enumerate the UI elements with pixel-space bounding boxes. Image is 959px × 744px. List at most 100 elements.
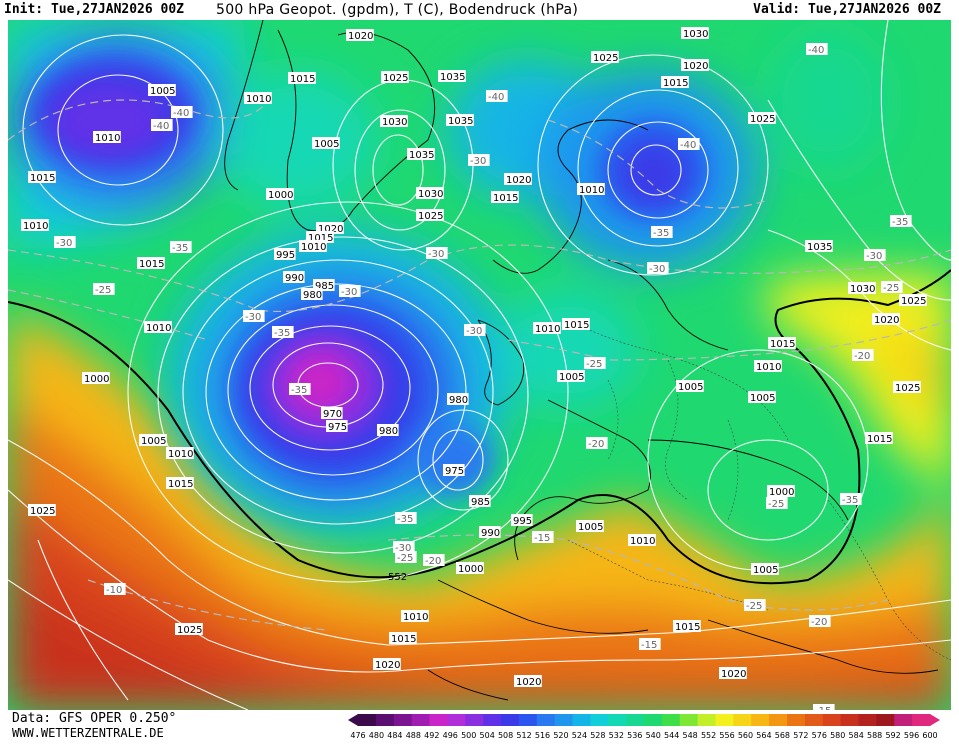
pressure-label-text: 1010 bbox=[756, 362, 781, 373]
pressure-label: 1025 bbox=[416, 209, 444, 222]
temperature-label-bg bbox=[54, 236, 76, 248]
pressure-label: 1005 bbox=[148, 84, 176, 97]
pressure-label: 1015 bbox=[137, 257, 165, 270]
pressure-label-bg bbox=[673, 620, 701, 632]
temperature-label-bg bbox=[840, 493, 862, 505]
pressure-label: 1025 bbox=[748, 112, 776, 125]
temperature-label: -35 bbox=[272, 326, 294, 339]
pressure-label-text: 1005 bbox=[141, 436, 166, 447]
temperature-label-bg bbox=[423, 554, 445, 566]
pressure-label: 1015 bbox=[768, 337, 796, 350]
temperature-label-bg bbox=[647, 262, 669, 274]
pressure-label: 1005 bbox=[312, 137, 340, 150]
pressure-label-text: 1000 bbox=[268, 190, 293, 201]
pressure-label: 1015 bbox=[865, 432, 893, 445]
pressure-label-text: 995 bbox=[276, 250, 295, 261]
pressure-label-bg bbox=[533, 322, 561, 334]
pressure-label-bg bbox=[301, 288, 323, 300]
temperature-label: -35 bbox=[289, 383, 311, 396]
legend-arrow-right bbox=[930, 714, 940, 726]
temperature-label-bg bbox=[813, 704, 835, 710]
legend-tick-label: 576 bbox=[812, 731, 827, 740]
temperature-label-text: -25 bbox=[95, 285, 111, 296]
pressure-label-bg bbox=[321, 407, 343, 419]
pressure-label-bg bbox=[144, 321, 172, 333]
pressure-label-text: 1035 bbox=[409, 150, 434, 161]
temperature-label-bg bbox=[464, 324, 486, 336]
pressure-label-text: 1010 bbox=[95, 133, 120, 144]
pressure-label-text: 985 bbox=[315, 281, 334, 292]
legend-swatch bbox=[518, 714, 538, 726]
temperature-label: -30 bbox=[426, 247, 448, 260]
legend-swatch bbox=[465, 714, 484, 726]
pressure-label-text: 1000 bbox=[458, 564, 483, 575]
legend-swatch bbox=[661, 714, 681, 726]
legend-swatch bbox=[358, 714, 377, 726]
temperature-label: -15 bbox=[532, 531, 554, 544]
pressure-label-bg bbox=[175, 623, 203, 635]
pressure-label-text: 1015 bbox=[290, 74, 315, 85]
pressure-label-text: 1015 bbox=[168, 479, 193, 490]
pressure-label-bg bbox=[577, 183, 605, 195]
legend-tick-label: 528 bbox=[590, 731, 605, 740]
pressure-label-text: 1020 bbox=[874, 315, 899, 326]
pressure-label: 1035 bbox=[407, 148, 435, 161]
legend-swatch bbox=[429, 714, 448, 726]
weather-map[interactable]: 1020 1030 1025 1020 1015 1025 1035 1005 1015 1010… bbox=[8, 20, 951, 710]
pressure-label-text: 1030 bbox=[382, 117, 407, 128]
temperature-label-bg bbox=[651, 226, 673, 238]
pressure-label: 990 bbox=[479, 526, 501, 539]
data-source: Data: GFS OPER 0.250° bbox=[12, 711, 177, 726]
temperature-label-text: -35 bbox=[653, 228, 669, 239]
pressure-label: 1030 bbox=[681, 27, 709, 40]
pressure-label: 1015 bbox=[661, 76, 689, 89]
pressure-label-bg bbox=[748, 112, 776, 124]
temperature-label: -15 bbox=[639, 638, 661, 651]
pressure-label-bg bbox=[719, 667, 747, 679]
pressure-label: 1000 bbox=[456, 562, 484, 575]
temperature-label-text: -30 bbox=[649, 264, 665, 275]
temperature-label: -30 bbox=[54, 236, 76, 249]
pressure-label: 975 bbox=[326, 420, 348, 433]
temperature-label-text: -25 bbox=[768, 499, 784, 510]
temperature-label-text: -25 bbox=[586, 359, 602, 370]
pressure-label: 1030 bbox=[380, 115, 408, 128]
temperature-label-text: -35 bbox=[172, 243, 188, 254]
pressure-label-text: 1015 bbox=[308, 233, 333, 244]
pressure-label-text: 1020 bbox=[348, 31, 373, 42]
legend-swatch bbox=[483, 714, 502, 726]
pressure-label-text: 1030 bbox=[850, 284, 875, 295]
legend-tick-label: 564 bbox=[756, 731, 771, 740]
temperature-label: -40 bbox=[486, 90, 508, 103]
temperature-label-text: -20 bbox=[588, 439, 604, 450]
pressure-label-bg bbox=[805, 240, 833, 252]
temperature-label-text: -15 bbox=[815, 706, 831, 710]
pressure-label: 1025 bbox=[175, 623, 203, 636]
pressure-label-text: 990 bbox=[285, 273, 304, 284]
pressure-label-bg bbox=[443, 464, 465, 476]
temperature-label-bg bbox=[584, 357, 606, 369]
website-link[interactable]: WWW.WETTERZENTRALE.DE bbox=[12, 726, 164, 740]
legend-swatch bbox=[715, 714, 734, 726]
legend-tick-label: 544 bbox=[664, 731, 679, 740]
temperature-label: -25 bbox=[766, 497, 788, 510]
legend-tick-label: 568 bbox=[775, 731, 790, 740]
legend-swatch bbox=[590, 714, 609, 726]
temperature-label-text: -30 bbox=[428, 249, 444, 260]
pressure-label-bg bbox=[479, 526, 501, 538]
pressure-label-bg bbox=[299, 240, 327, 252]
pressure-label-text: 1010 bbox=[630, 536, 655, 547]
pressure-label: 1015 bbox=[28, 171, 56, 184]
temperature-label: -35 bbox=[651, 226, 673, 239]
temperature-label-bg bbox=[806, 43, 828, 55]
pressure-label-text: 1015 bbox=[139, 259, 164, 270]
pressure-label-text: 1005 bbox=[150, 86, 175, 97]
pressure-label-bg bbox=[283, 271, 305, 283]
pressure-label-bg bbox=[416, 209, 444, 221]
temperature-label-text: -40 bbox=[153, 121, 169, 132]
legend-tick-label: 584 bbox=[849, 731, 864, 740]
pressure-label: 1030 bbox=[416, 187, 444, 200]
init-time: Init: Tue,27JAN2026 00Z bbox=[4, 2, 185, 17]
pressure-label-bg bbox=[377, 424, 399, 436]
pressure-label: 1035 bbox=[438, 70, 466, 83]
